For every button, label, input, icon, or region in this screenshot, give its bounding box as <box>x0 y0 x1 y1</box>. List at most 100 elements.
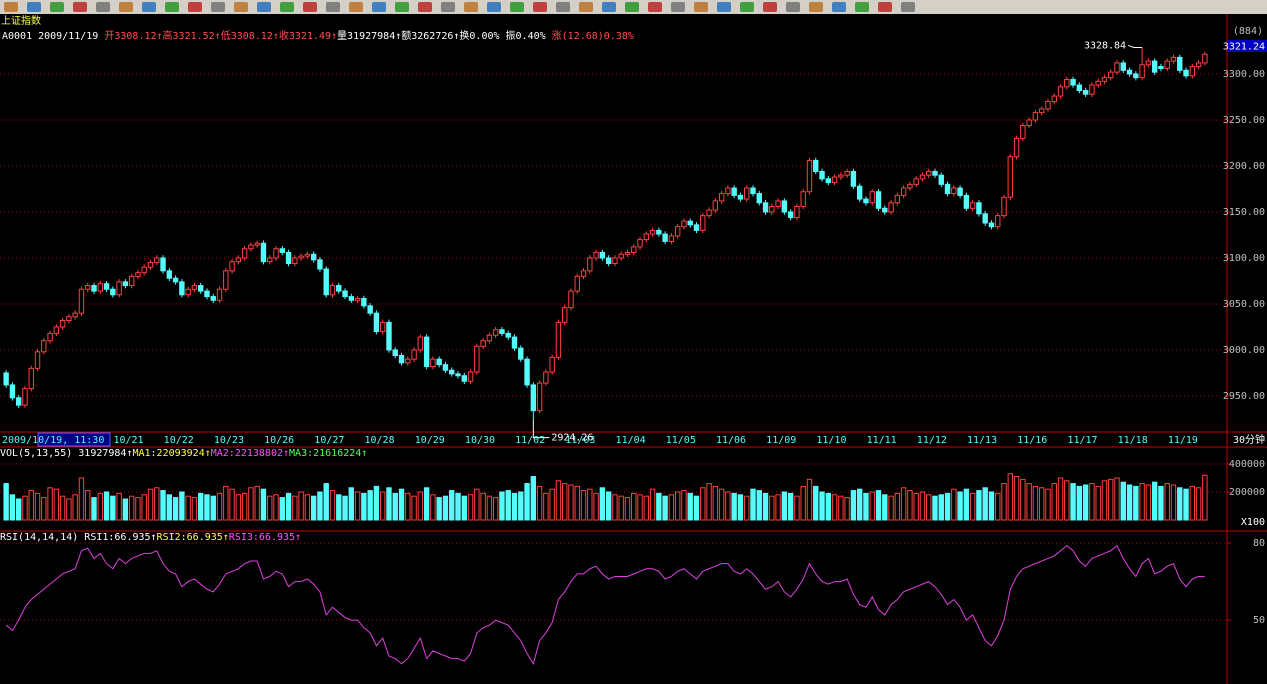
toolbar-button[interactable] <box>211 2 225 12</box>
candle-body <box>856 185 863 200</box>
volume-bar <box>662 495 668 521</box>
candle-body <box>1120 62 1126 71</box>
toolbar-button[interactable] <box>27 2 41 12</box>
toolbar-button[interactable] <box>671 2 685 12</box>
toolbar-button[interactable] <box>4 2 18 12</box>
volume-bar <box>3 483 9 521</box>
candle-body <box>254 242 260 246</box>
candle-body <box>1195 62 1202 68</box>
volume-bar <box>869 491 875 521</box>
toolbar-button[interactable] <box>418 2 432 12</box>
candle-body <box>91 285 97 292</box>
candle-body <box>285 251 292 264</box>
candle-body <box>712 200 719 211</box>
toolbar-button[interactable] <box>556 2 570 12</box>
toolbar-button[interactable] <box>763 2 777 12</box>
volume-bar <box>1183 488 1189 521</box>
volume-bar <box>1114 477 1120 521</box>
candle-body <box>850 170 857 187</box>
toolbar-button[interactable] <box>487 2 501 12</box>
toolbar-button[interactable] <box>648 2 662 12</box>
volume-bar <box>499 491 505 521</box>
volume-bar <box>536 485 543 521</box>
toolbar-button[interactable] <box>50 2 64 12</box>
candle-body <box>342 290 348 298</box>
toolbar-button[interactable] <box>786 2 800 12</box>
toolbar-button[interactable] <box>349 2 363 12</box>
candle-body <box>926 170 932 176</box>
toolbar-button[interactable] <box>717 2 731 12</box>
toolbar-button[interactable] <box>257 2 271 12</box>
volume-bar <box>1070 483 1076 521</box>
candle-body <box>1045 101 1051 110</box>
toolbar-button[interactable] <box>142 2 156 12</box>
toolbar-button[interactable] <box>441 2 455 12</box>
volume-bar <box>637 494 643 521</box>
volume-bar <box>794 495 800 521</box>
candle-body <box>731 187 737 196</box>
candle-body <box>3 372 9 386</box>
toolbar-button[interactable] <box>234 2 248 12</box>
x-tick-label: 10/28 <box>365 435 395 446</box>
candle-body <box>624 251 631 255</box>
volume-legend-item: 31927984↑ <box>78 448 132 459</box>
toolbar-button[interactable] <box>533 2 547 12</box>
toolbar-button[interactable] <box>188 2 202 12</box>
candle-body <box>744 187 750 200</box>
toolbar-button[interactable] <box>280 2 294 12</box>
candle-body <box>1032 112 1039 121</box>
volume-bar <box>894 492 901 521</box>
toolbar-button[interactable] <box>464 2 478 12</box>
toolbar-button[interactable] <box>165 2 179 12</box>
candle-body <box>386 321 392 351</box>
candle-body <box>875 191 882 209</box>
toolbar-button[interactable] <box>303 2 317 12</box>
candle-body <box>1133 73 1139 79</box>
candle-body <box>147 262 154 268</box>
candle-body <box>919 174 926 180</box>
toolbar-button[interactable] <box>832 2 846 12</box>
candle-body <box>317 259 323 270</box>
x-tick-label: 11/12 <box>917 435 947 446</box>
toolbar-button[interactable] <box>809 2 823 12</box>
toolbar-button[interactable] <box>625 2 639 12</box>
candle-body <box>442 364 449 371</box>
x-tick-label: 10/22 <box>164 435 194 446</box>
toolbar-button[interactable] <box>901 2 915 12</box>
volume-bar <box>110 495 116 521</box>
candle-body <box>995 215 1001 228</box>
toolbar-button[interactable] <box>119 2 133 12</box>
volume-bar <box>1013 476 1020 521</box>
toolbar-button[interactable] <box>372 2 386 12</box>
volume-bar <box>838 495 844 521</box>
toolbar-button[interactable] <box>395 2 409 12</box>
volume-bar <box>235 494 242 521</box>
toolbar-button[interactable] <box>96 2 110 12</box>
rsi-legend-item: RSI2:66.935↑ <box>157 532 229 543</box>
volume-bar <box>863 492 869 521</box>
toolbar-button[interactable] <box>73 2 87 12</box>
toolbar-button[interactable] <box>510 2 524 12</box>
min-annotation: 2924.26 <box>551 433 593 444</box>
toolbar-button[interactable] <box>855 2 869 12</box>
x-tick-label: 10/26 <box>264 435 294 446</box>
toolbar-button[interactable] <box>579 2 593 12</box>
toolbar-button[interactable] <box>878 2 892 12</box>
candle-body <box>844 170 850 176</box>
volume-bar <box>530 476 537 521</box>
toolbar-button[interactable] <box>326 2 340 12</box>
toolbar-button[interactable] <box>740 2 754 12</box>
volume-bar <box>78 477 85 521</box>
volume-bar <box>831 494 838 521</box>
candle-body <box>593 251 599 259</box>
volume-bar <box>423 487 430 521</box>
toolbar-button[interactable] <box>602 2 616 12</box>
volume-bar <box>549 488 555 521</box>
volume-bar <box>750 488 756 521</box>
candle-body <box>423 336 430 368</box>
x-tick-label: 11/10 <box>816 435 846 446</box>
x-tick-label: 2009/10/19, 11:30 <box>2 435 104 446</box>
candle-body <box>605 257 612 264</box>
volume-bar <box>285 492 292 521</box>
toolbar-button[interactable] <box>694 2 708 12</box>
